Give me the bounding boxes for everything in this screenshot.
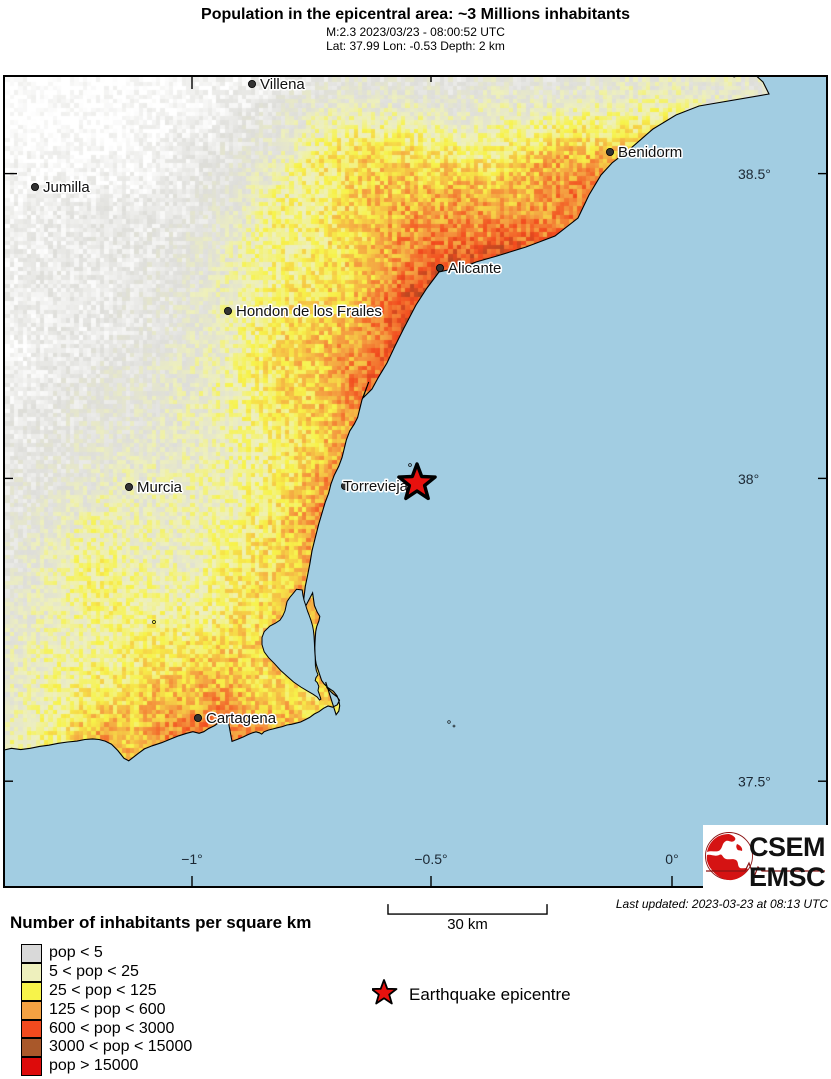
svg-text:Earthquake epicentre: Earthquake epicentre xyxy=(409,985,571,1004)
svg-text:EMSC: EMSC xyxy=(749,862,825,888)
svg-text:CSEM: CSEM xyxy=(749,832,825,862)
svg-text:30 km: 30 km xyxy=(447,917,488,932)
